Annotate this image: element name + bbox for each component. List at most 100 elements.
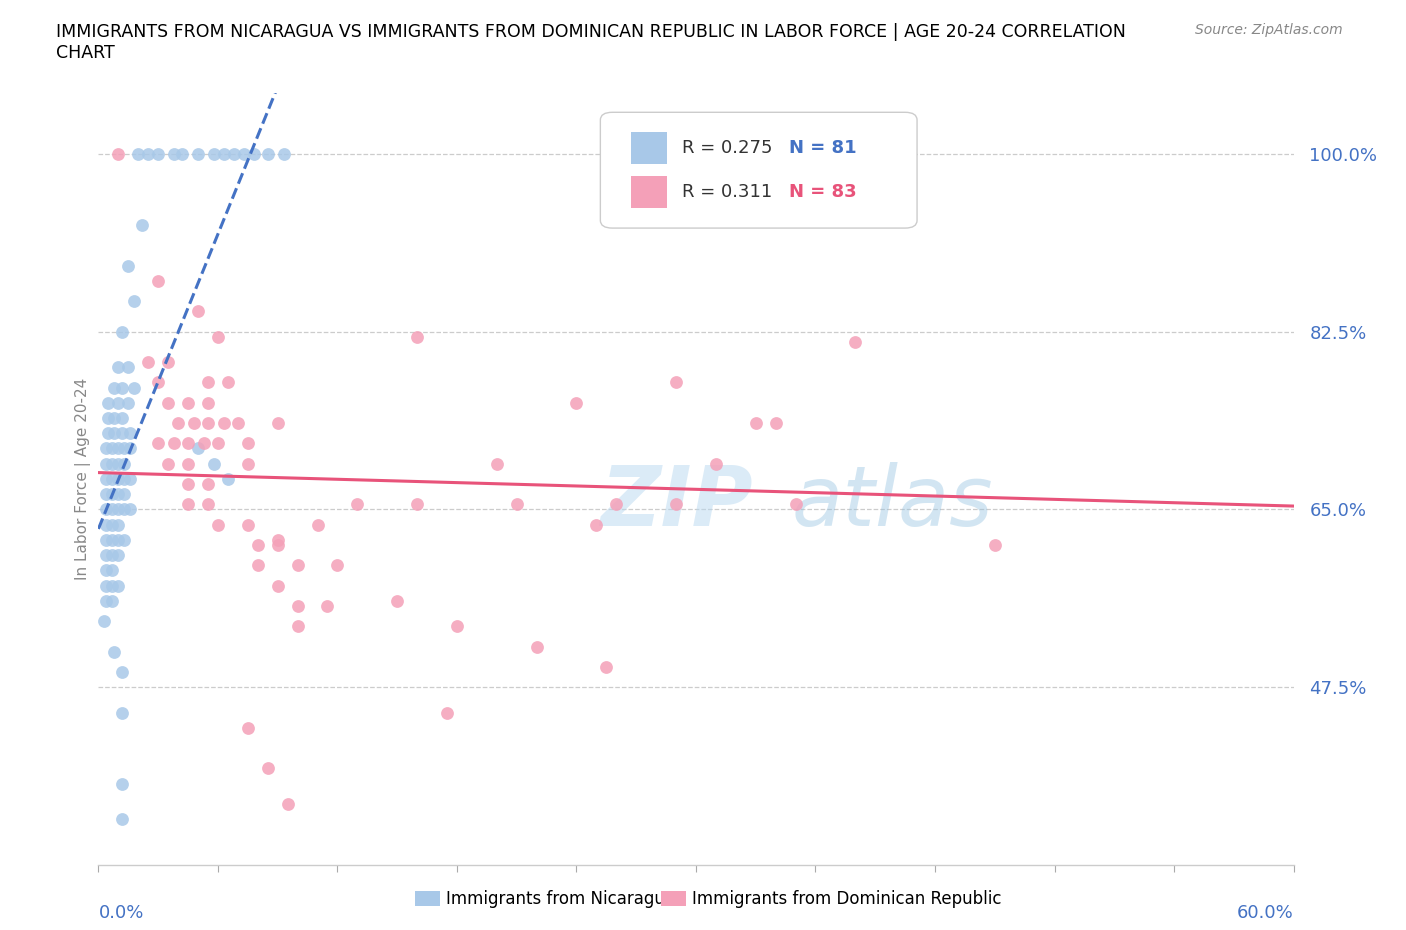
- Point: [212, 416, 235, 431]
- Point: [112, 502, 135, 517]
- Point: [117, 259, 139, 273]
- Point: [267, 578, 290, 593]
- Point: [222, 147, 245, 162]
- Point: [193, 436, 215, 451]
- Point: [485, 457, 508, 472]
- Point: [124, 294, 146, 309]
- Point: [197, 497, 219, 512]
- Point: [177, 476, 200, 491]
- Point: [97, 410, 120, 425]
- Point: [177, 457, 200, 472]
- Point: [745, 416, 768, 431]
- Text: Source: ZipAtlas.com: Source: ZipAtlas.com: [1195, 23, 1343, 37]
- Point: [183, 416, 205, 431]
- Point: [187, 147, 209, 162]
- Point: [385, 593, 409, 608]
- Point: [148, 147, 170, 162]
- Point: [107, 147, 129, 162]
- Point: [217, 375, 239, 390]
- Point: [136, 354, 159, 369]
- Point: [107, 517, 129, 532]
- Point: [273, 147, 295, 162]
- Point: [101, 472, 124, 486]
- Text: 0.0%: 0.0%: [98, 904, 143, 922]
- Text: ZIP: ZIP: [600, 461, 754, 542]
- Point: [117, 360, 139, 375]
- Point: [107, 472, 129, 486]
- Point: [157, 395, 180, 410]
- Point: [267, 416, 290, 431]
- Point: [101, 502, 124, 517]
- Point: [243, 147, 266, 162]
- Point: [148, 273, 170, 288]
- Point: [111, 410, 134, 425]
- Point: [120, 441, 142, 456]
- Point: [107, 395, 129, 410]
- Point: [246, 538, 269, 552]
- Point: [101, 548, 124, 563]
- Point: [226, 416, 249, 431]
- Point: [107, 533, 129, 548]
- Point: [287, 558, 309, 573]
- Point: [101, 578, 124, 593]
- Point: [107, 578, 129, 593]
- Point: [101, 441, 124, 456]
- Text: Immigrants from Dominican Republic: Immigrants from Dominican Republic: [692, 890, 1001, 909]
- Point: [665, 375, 688, 390]
- Text: N = 83: N = 83: [789, 183, 856, 201]
- Text: 60.0%: 60.0%: [1237, 904, 1294, 922]
- Point: [157, 457, 180, 472]
- Point: [844, 335, 866, 350]
- Point: [107, 360, 129, 375]
- Point: [202, 457, 225, 472]
- Point: [96, 517, 118, 532]
- Point: [96, 593, 118, 608]
- Point: [96, 441, 118, 456]
- Point: [112, 472, 135, 486]
- Point: [112, 533, 135, 548]
- Point: [136, 147, 159, 162]
- Point: [256, 761, 278, 776]
- Point: [103, 644, 125, 659]
- Point: [96, 502, 118, 517]
- FancyBboxPatch shape: [600, 113, 917, 228]
- Point: [197, 416, 219, 431]
- Point: [120, 426, 142, 441]
- Point: [111, 812, 134, 827]
- Point: [256, 147, 278, 162]
- Point: [107, 486, 129, 501]
- Point: [111, 664, 134, 679]
- Point: [103, 410, 125, 425]
- Point: [172, 147, 194, 162]
- Point: [101, 593, 124, 608]
- Point: [101, 517, 124, 532]
- Point: [595, 659, 617, 674]
- Point: [103, 426, 125, 441]
- Point: [148, 436, 170, 451]
- Point: [785, 497, 807, 512]
- Point: [316, 599, 339, 614]
- Point: [277, 796, 299, 811]
- Point: [111, 426, 134, 441]
- Point: [111, 380, 134, 395]
- Point: [97, 426, 120, 441]
- Point: [844, 147, 866, 162]
- Point: [506, 497, 529, 512]
- Text: CHART: CHART: [56, 44, 115, 61]
- Point: [117, 395, 139, 410]
- Point: [585, 517, 607, 532]
- Point: [177, 436, 200, 451]
- Point: [236, 517, 259, 532]
- Point: [112, 441, 135, 456]
- Point: [163, 147, 186, 162]
- Point: [131, 218, 153, 232]
- Point: [101, 457, 124, 472]
- Point: [148, 375, 170, 390]
- Point: [704, 457, 727, 472]
- Point: [236, 721, 259, 736]
- Point: [246, 558, 269, 573]
- Point: [207, 517, 229, 532]
- Point: [112, 486, 135, 501]
- Point: [665, 497, 688, 512]
- Bar: [631, 176, 668, 208]
